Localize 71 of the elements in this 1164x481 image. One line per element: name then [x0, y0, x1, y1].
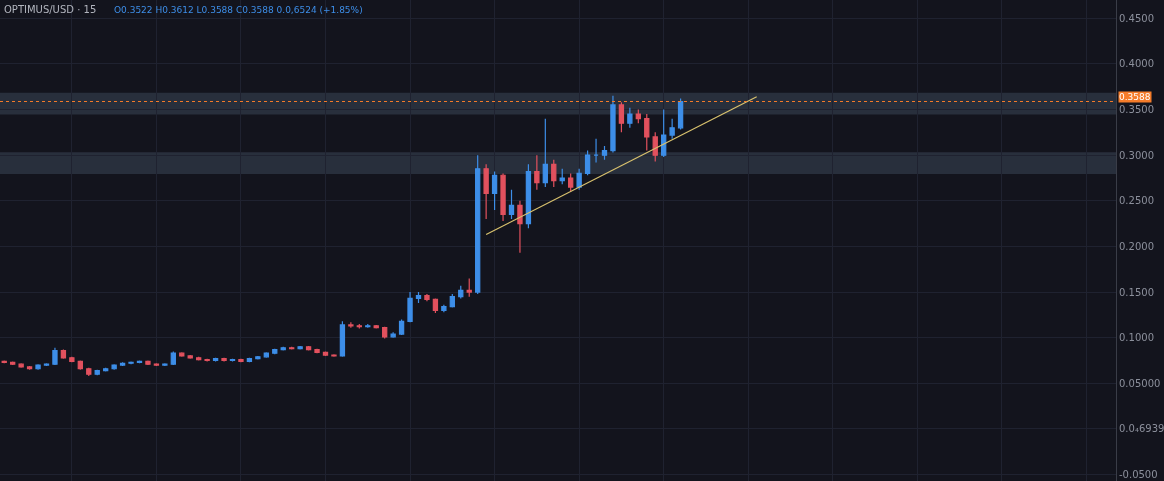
y-tick-label: 0.05000: [1119, 377, 1161, 389]
candlestick: [407, 291, 413, 323]
candlestick: [525, 163, 532, 229]
y-tick-label: 0.1500: [1119, 286, 1154, 298]
candlestick: [69, 356, 75, 363]
candlestick: [297, 345, 303, 351]
candlestick: [18, 362, 24, 369]
candlestick: [424, 293, 430, 302]
candlestick: [204, 358, 210, 363]
candlestick: [128, 360, 134, 365]
candlestick: [314, 348, 320, 354]
candlestick: [432, 297, 439, 314]
candlestick: [661, 108, 667, 158]
candlestick: [508, 189, 515, 220]
candlestick: [52, 347, 58, 366]
candlestick: [348, 321, 354, 329]
candlestick: [491, 170, 498, 211]
candlestick: [568, 172, 574, 193]
candlestick: [449, 293, 455, 309]
candlestick: [145, 359, 151, 366]
candlestick: [593, 138, 599, 164]
candlestick: [111, 363, 117, 371]
candlestick: [618, 101, 625, 133]
candlestick: [263, 351, 269, 359]
y-tick-label: 0.1000: [1119, 332, 1154, 344]
candlestick: [669, 118, 675, 140]
candlestick: [483, 163, 489, 220]
y-tick-label: 0.3500: [1119, 104, 1154, 116]
chart-title: OPTIMUS/USD · 15: [4, 4, 97, 15]
candlestick: [644, 113, 650, 152]
candlestick: [390, 331, 396, 339]
candlestick: [466, 277, 472, 298]
candlestick: [584, 150, 591, 176]
candlestick: [601, 145, 608, 161]
candlestick: [542, 118, 548, 188]
candlestick: [331, 353, 337, 358]
annotation: O0.3522 H0.3612 L0.3588 C0.3588 0.0,6524 (+1.85%): [114, 5, 363, 15]
candlestick: [517, 200, 523, 254]
candlestick: [162, 362, 168, 367]
candlestick: [627, 107, 633, 129]
candlestick: [179, 351, 185, 358]
candlestick: [382, 326, 388, 340]
y-tick-label: -0.0500: [1119, 469, 1158, 481]
y-tick-label: 0.4500: [1119, 12, 1154, 24]
candlestick: [322, 350, 329, 357]
candlestick: [398, 318, 405, 336]
candlestick: [339, 320, 346, 358]
candlestick: [86, 367, 92, 377]
y-tick-label: 0.3000: [1119, 149, 1154, 161]
candlestick: [170, 350, 176, 366]
candlestick: [576, 168, 582, 191]
y-tick-label: 0.2000: [1119, 240, 1154, 252]
candlestick: [238, 358, 244, 363]
candlestick: [441, 304, 447, 313]
y-tick-label: 0.0₄6939: [1119, 423, 1164, 435]
candlestick: [534, 154, 540, 191]
candlestick: [500, 172, 506, 222]
y-tick-label: 0.4000: [1119, 58, 1154, 70]
candlestick: [652, 131, 658, 163]
candlestick: [677, 97, 684, 131]
y-tick-label: 0.2500: [1119, 195, 1154, 207]
candlestick: [559, 168, 565, 185]
candlestick: [551, 159, 557, 188]
candlestick: [221, 357, 227, 363]
candlestick: [610, 95, 616, 154]
candlestick: [635, 108, 641, 124]
candlestick: [35, 363, 41, 371]
candlestick: [255, 355, 261, 361]
ref-line-label: 0.3588: [1119, 92, 1151, 102]
candlestick: [475, 154, 481, 295]
candlestick: [415, 291, 422, 304]
